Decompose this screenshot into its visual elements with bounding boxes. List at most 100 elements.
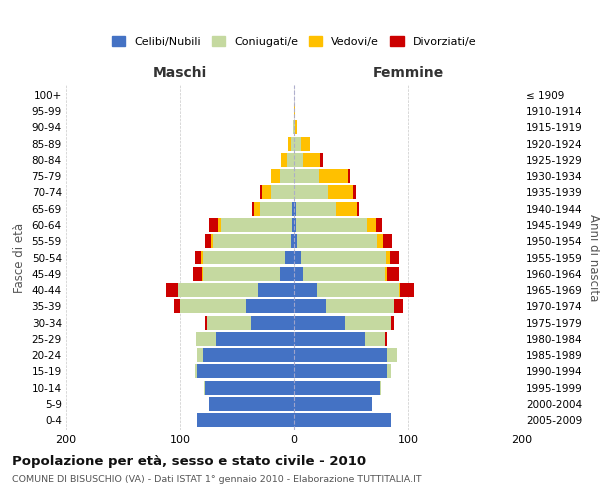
Bar bbox=[290, 136, 294, 150]
Bar bbox=[271, 169, 280, 183]
Bar bbox=[280, 267, 294, 280]
Bar bbox=[391, 316, 394, 330]
Bar bbox=[303, 267, 385, 280]
Bar bbox=[294, 397, 371, 411]
Bar bbox=[260, 202, 292, 215]
Text: Maschi: Maschi bbox=[153, 66, 207, 80]
Bar bbox=[377, 234, 383, 248]
Bar bbox=[320, 153, 323, 167]
Bar bbox=[195, 364, 197, 378]
Bar bbox=[388, 364, 391, 378]
Y-axis label: Anni di nascita: Anni di nascita bbox=[587, 214, 599, 301]
Bar bbox=[217, 332, 294, 346]
Bar bbox=[294, 332, 365, 346]
Bar bbox=[193, 267, 202, 280]
Legend: Celibi/Nubili, Coniugati/e, Vedovi/e, Divorziati/e: Celibi/Nubili, Coniugati/e, Vedovi/e, Di… bbox=[107, 32, 481, 51]
Bar bbox=[385, 332, 388, 346]
Bar bbox=[280, 169, 294, 183]
Bar bbox=[386, 250, 390, 264]
Bar bbox=[289, 136, 290, 150]
Bar bbox=[175, 300, 180, 313]
Bar bbox=[326, 300, 394, 313]
Bar bbox=[205, 316, 208, 330]
Bar bbox=[356, 202, 359, 215]
Bar bbox=[196, 332, 217, 346]
Bar bbox=[252, 202, 254, 215]
Bar bbox=[246, 300, 294, 313]
Bar bbox=[400, 283, 414, 297]
Bar bbox=[336, 202, 356, 215]
Bar bbox=[390, 250, 399, 264]
Bar bbox=[394, 300, 403, 313]
Bar bbox=[294, 414, 391, 427]
Bar bbox=[301, 136, 310, 150]
Bar bbox=[166, 283, 178, 297]
Bar bbox=[254, 202, 260, 215]
Bar bbox=[328, 186, 353, 200]
Y-axis label: Fasce di età: Fasce di età bbox=[13, 222, 26, 292]
Bar bbox=[281, 153, 287, 167]
Bar bbox=[294, 316, 346, 330]
Bar bbox=[200, 250, 203, 264]
Bar bbox=[197, 348, 203, 362]
Bar bbox=[203, 267, 280, 280]
Bar bbox=[346, 316, 391, 330]
Bar bbox=[203, 250, 285, 264]
Bar bbox=[205, 234, 211, 248]
Bar bbox=[367, 218, 376, 232]
Bar bbox=[205, 381, 294, 394]
Bar bbox=[319, 169, 347, 183]
Bar bbox=[292, 218, 294, 232]
Bar bbox=[257, 283, 294, 297]
Bar bbox=[271, 186, 294, 200]
Bar bbox=[180, 300, 246, 313]
Bar bbox=[296, 202, 336, 215]
Bar bbox=[303, 153, 320, 167]
Bar bbox=[285, 250, 294, 264]
Bar bbox=[294, 104, 295, 118]
Bar bbox=[221, 218, 292, 232]
Bar bbox=[365, 332, 385, 346]
Bar bbox=[197, 414, 294, 427]
Bar bbox=[209, 218, 218, 232]
Bar bbox=[294, 234, 298, 248]
Bar bbox=[294, 202, 296, 215]
Bar bbox=[294, 364, 388, 378]
Bar bbox=[178, 283, 257, 297]
Bar bbox=[251, 316, 294, 330]
Bar bbox=[218, 218, 221, 232]
Bar bbox=[383, 234, 392, 248]
Bar bbox=[287, 153, 294, 167]
Bar bbox=[294, 120, 295, 134]
Bar bbox=[294, 348, 388, 362]
Bar bbox=[260, 186, 262, 200]
Bar bbox=[294, 250, 301, 264]
Bar bbox=[388, 348, 397, 362]
Bar bbox=[294, 381, 380, 394]
Bar bbox=[204, 381, 205, 394]
Bar bbox=[294, 218, 296, 232]
Bar bbox=[262, 186, 271, 200]
Bar bbox=[295, 120, 298, 134]
Bar bbox=[376, 218, 382, 232]
Text: Femmine: Femmine bbox=[373, 66, 443, 80]
Bar bbox=[294, 283, 317, 297]
Bar bbox=[301, 250, 386, 264]
Bar bbox=[294, 136, 301, 150]
Bar bbox=[209, 397, 294, 411]
Bar bbox=[294, 186, 328, 200]
Bar bbox=[292, 202, 294, 215]
Bar bbox=[197, 364, 294, 378]
Bar bbox=[213, 234, 290, 248]
Bar bbox=[353, 186, 356, 200]
Bar bbox=[399, 283, 400, 297]
Bar bbox=[293, 120, 294, 134]
Bar bbox=[290, 234, 294, 248]
Bar bbox=[195, 250, 200, 264]
Bar bbox=[298, 234, 377, 248]
Bar bbox=[208, 316, 251, 330]
Bar bbox=[347, 169, 350, 183]
Bar bbox=[296, 218, 367, 232]
Bar bbox=[388, 267, 399, 280]
Bar bbox=[317, 283, 399, 297]
